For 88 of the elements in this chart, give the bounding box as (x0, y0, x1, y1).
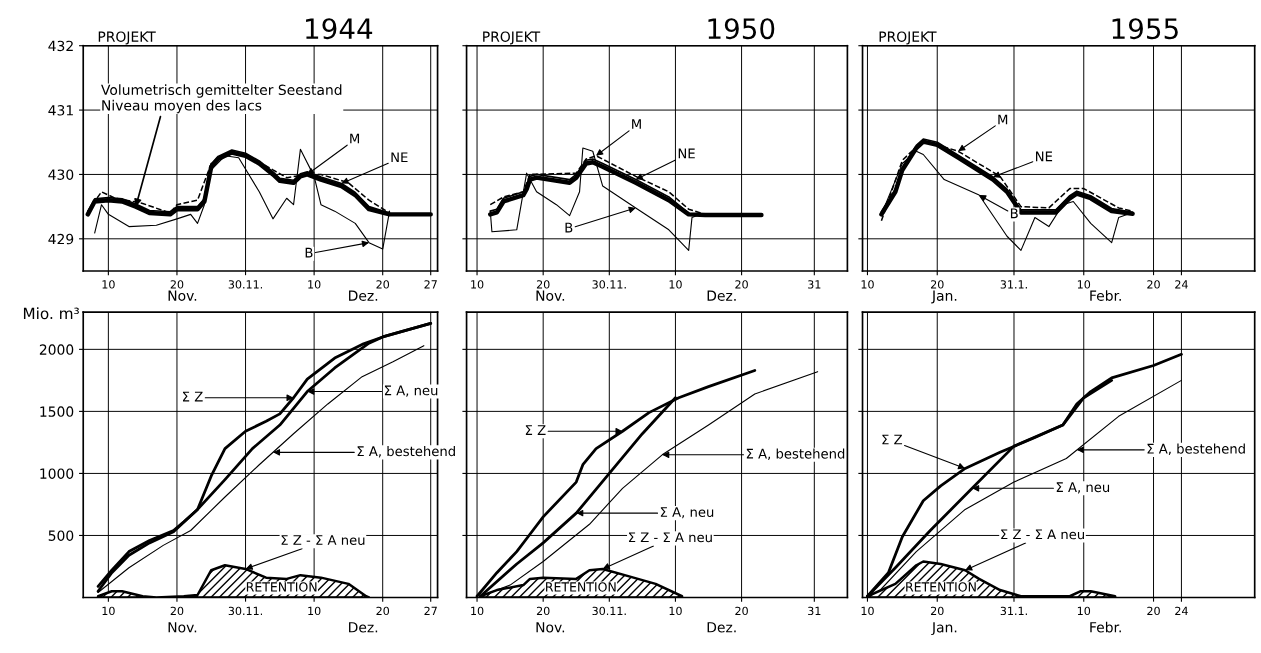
annotation: NE (391, 152, 408, 163)
text: Dez. (349, 622, 378, 633)
y-axis-title: Mio. m³ (23, 307, 79, 320)
y-tick-label: 1000 (40, 468, 74, 479)
x-tick-label: 10 (669, 606, 682, 616)
annotation: B (565, 222, 573, 233)
text: Jan. (931, 290, 957, 304)
y-tick-label: 429 (48, 233, 74, 245)
annotation: M (998, 114, 1008, 125)
y-tick-label: 500 (48, 530, 74, 541)
text: Dez. (349, 290, 378, 301)
x-tick-label: 27 (424, 606, 437, 615)
x-tick-label: 10 (1077, 280, 1091, 289)
x-tick-label: 10 (861, 280, 874, 289)
x-tick-label: 30.11. (228, 606, 263, 616)
annotation: Volumetrisch gemittelter Seestand Niveau moyen des lacs (101, 84, 342, 114)
annotation: B (305, 247, 313, 258)
chart-title: 1955 (1112, 18, 1178, 40)
x-tick-label: 24 (1175, 280, 1188, 289)
x-tick-label: 10 (471, 606, 484, 616)
x-tick-label: 30.11. (228, 280, 263, 289)
x-tick-label: 10 (308, 606, 321, 616)
x-tick-label: 20 (735, 280, 748, 289)
chart-subtitle: PROJEKT (483, 31, 541, 45)
text: Dez. (707, 622, 736, 633)
annotation: RETENTION (906, 582, 976, 592)
x-tick-label: 20 (376, 280, 390, 289)
x-tick-label: 31 (808, 280, 821, 289)
annotation: Σ A, bestehend (1147, 443, 1245, 456)
chart-subtitle: PROJEKT (879, 31, 937, 45)
y-tick-label: 430 (48, 169, 74, 180)
x-tick-label: 20 (930, 606, 944, 616)
chart-title: 1944 (306, 18, 373, 40)
x-tick-label: 20 (735, 606, 748, 616)
text: Febr. (1090, 621, 1121, 633)
x-tick-label: 20 (376, 606, 390, 616)
annotation: Σ Z (882, 434, 903, 445)
annotation: NE (1036, 151, 1053, 162)
x-tick-label: 31.1. (1000, 606, 1027, 616)
x-tick-label: 10 (308, 280, 321, 289)
annotation: Σ A, neu (384, 385, 438, 397)
x-tick-label: 10 (471, 280, 484, 289)
text: Nov. (536, 290, 565, 301)
text: Nov. (168, 622, 197, 633)
y-tick-label: 1500 (40, 406, 74, 417)
y-tick-label: 431 (48, 105, 73, 116)
y-tick-label: 2000 (39, 344, 74, 355)
annotation: Σ A, bestehend (357, 445, 455, 458)
text: Nov. (536, 622, 565, 633)
chart-title: 1950 (708, 18, 775, 40)
annotation: B (1010, 208, 1018, 219)
annotation: M (632, 119, 641, 129)
x-tick-label: 31.1. (1000, 280, 1027, 289)
text: Febr. (1090, 290, 1121, 301)
text: Jan. (931, 622, 957, 636)
annotation: Σ Z - Σ A neu (281, 535, 365, 546)
x-tick-label: 20 (1147, 280, 1160, 289)
text: Dez. (707, 290, 736, 301)
x-tick-label: 20 (170, 606, 184, 616)
annotation: NE (678, 148, 695, 159)
x-tick-label: 30.11. (592, 280, 626, 289)
x-tick-label: 10 (102, 280, 115, 289)
x-tick-label: 20 (1147, 606, 1160, 616)
x-tick-label: 10 (1077, 606, 1091, 616)
annotation: Σ Z (182, 391, 203, 402)
annotation: M (350, 133, 360, 144)
annotation: Σ A, neu (1056, 482, 1110, 494)
text: Nov. (168, 290, 197, 301)
x-tick-label: 20 (536, 280, 550, 289)
annotation: Σ Z (525, 425, 546, 435)
x-tick-label: 20 (930, 280, 944, 289)
x-tick-label: 27 (424, 280, 437, 289)
x-tick-label: 10 (861, 606, 874, 616)
x-tick-label: 31 (808, 606, 821, 616)
annotation: Σ A, neu (660, 507, 714, 519)
x-tick-label: 10 (669, 280, 682, 289)
x-tick-label: 24 (1175, 606, 1188, 615)
y-tick-label: 432 (48, 40, 73, 52)
x-tick-label: 30.11. (592, 606, 626, 616)
annotation: Σ Z - Σ A neu (628, 532, 712, 543)
annotation: RETENTION (246, 582, 317, 592)
annotation: Σ A, bestehend (746, 448, 845, 460)
chart-subtitle: PROJEKT (98, 31, 156, 45)
annotation: RETENTION (546, 582, 616, 592)
annotation: Σ Z - Σ A neu (1001, 529, 1084, 540)
x-tick-label: 20 (536, 606, 550, 616)
x-tick-label: 20 (170, 280, 184, 289)
x-tick-label: 10 (102, 606, 115, 616)
